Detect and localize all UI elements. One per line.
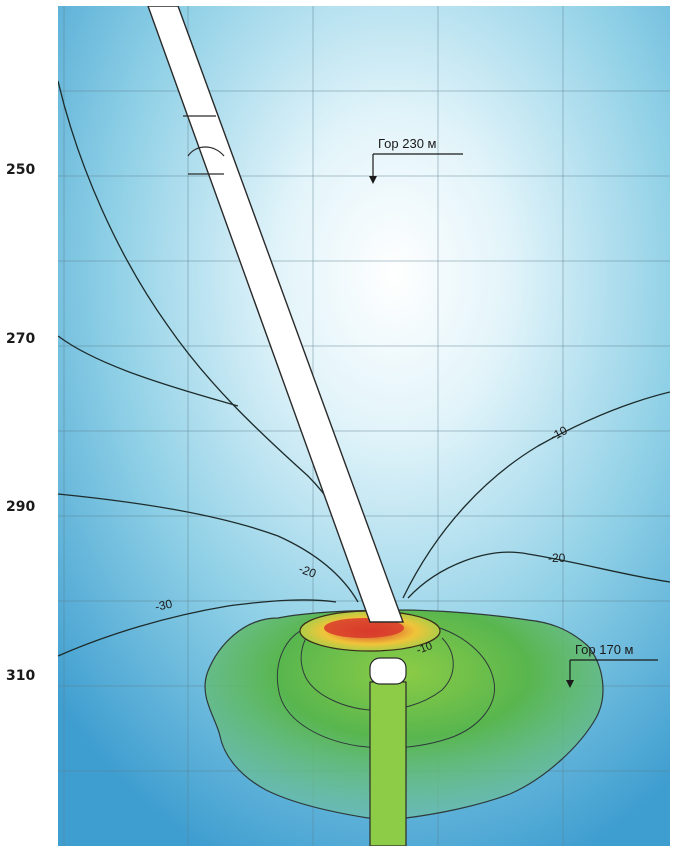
- depth-axis: 250 270 290 310: [0, 0, 58, 850]
- anomaly-core-inner: [324, 618, 404, 638]
- contour-label: -20: [297, 562, 318, 581]
- horizon-230-marker: Гор 230 м: [369, 136, 463, 184]
- field-panel: Гор 230 м Гор 170 м -10 -20 -20 -30 -10: [57, 5, 671, 847]
- horizon-label-230: Гор 230 м: [378, 136, 437, 151]
- contour-label: -30: [154, 597, 174, 614]
- lower-shaft: [369, 681, 407, 847]
- upper-borehole: [147, 5, 405, 623]
- depth-tick-310: 310: [6, 668, 36, 684]
- horizon-170-marker: Гор 170 м: [566, 642, 658, 688]
- lower-shaft-cap: [369, 657, 407, 685]
- horizon-label-170: Гор 170 м: [575, 642, 634, 657]
- depth-tick-290: 290: [6, 499, 36, 515]
- depth-tick-270: 270: [6, 331, 36, 347]
- contour-label: -20: [548, 551, 566, 565]
- contour-label: -10: [415, 640, 434, 657]
- depth-tick-250: 250: [6, 162, 36, 178]
- borehole-joint: [187, 146, 225, 157]
- field-diagram: Гор 230 м Гор 170 м -10 -20 -20 -30 -10: [57, 5, 671, 847]
